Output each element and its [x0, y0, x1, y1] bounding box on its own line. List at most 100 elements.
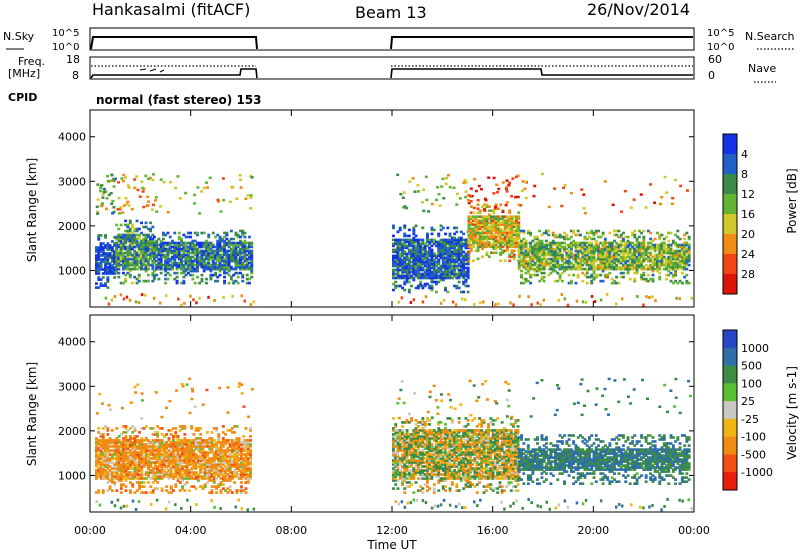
power-echo-cell	[628, 247, 632, 251]
power-echo-cell	[419, 258, 423, 262]
velocity-echo-cell	[181, 475, 184, 478]
velocity-echo-cell	[172, 489, 175, 492]
power-echo-cell	[446, 290, 450, 294]
power-echo-cell	[536, 241, 539, 245]
power-echo-cell	[567, 281, 571, 285]
power-echo-cell	[448, 246, 452, 250]
power-echo-cell	[231, 294, 234, 298]
power-echo-cell	[637, 249, 641, 253]
power-echo-cell	[232, 251, 236, 255]
velocity-echo-cell	[167, 445, 171, 448]
power-echo-cell	[485, 245, 489, 249]
velocity-echo-cell	[199, 475, 203, 478]
velocity-echo-cell	[156, 477, 160, 480]
velocity-echo-cell	[163, 453, 166, 456]
power-echo-cell	[462, 232, 466, 236]
power-echo-cell	[428, 268, 432, 272]
power-echo-cell	[126, 225, 130, 229]
power-echo-cell	[239, 229, 242, 233]
power-echo-cell	[610, 281, 614, 285]
power-echo-cell	[499, 245, 503, 249]
power-echo-cell	[549, 247, 553, 251]
power-echo-cell	[193, 243, 197, 247]
velocity-echo-cell	[192, 463, 196, 466]
power-echo-cell	[407, 238, 411, 242]
power-echo-cell	[105, 197, 109, 200]
power-echo-cell	[624, 241, 628, 245]
power-echo-cell	[124, 259, 128, 263]
power-echo-cell	[462, 254, 466, 258]
power-echo-cell	[644, 263, 648, 267]
power-echo-cell	[122, 247, 125, 251]
power-echo-cell	[157, 251, 161, 255]
power-echo-cell	[243, 255, 247, 259]
velocity-echo-cell	[142, 457, 146, 460]
power-echo-cell	[437, 232, 441, 236]
power-echo-cell	[553, 187, 557, 190]
power-echo-cell	[551, 265, 555, 269]
power-echo-cell	[104, 262, 107, 265]
power-echo-cell	[538, 249, 542, 253]
power-echo-cell	[142, 241, 146, 245]
power-echo-cell	[683, 251, 687, 255]
power-echo-cell	[113, 268, 117, 271]
velocity-echo-cell	[219, 481, 223, 484]
power-echo-cell	[466, 262, 470, 266]
velocity-echo-cell	[99, 457, 103, 460]
power-echo-cell	[662, 249, 666, 253]
power-echo-cell	[472, 211, 475, 214]
power-echo-cell	[168, 265, 172, 269]
power-echo-cell	[592, 271, 596, 275]
velocity-echo-cell	[115, 447, 119, 450]
power-echo-cell	[189, 255, 193, 259]
velocity-echo-cell	[199, 477, 203, 480]
power-echo-cell	[97, 238, 101, 241]
power-echo-cell	[476, 215, 480, 218]
power-echo-cell	[538, 241, 542, 245]
power-echo-cell	[660, 247, 664, 251]
power-echo-cell	[116, 208, 120, 211]
power-echo-cell	[439, 254, 443, 258]
power-echo-cell	[545, 229, 548, 233]
power-echo-cell	[168, 247, 172, 251]
power-echo-cell	[633, 255, 637, 259]
power-echo-cell	[642, 303, 645, 307]
power-echo-cell	[407, 242, 411, 246]
power-echo-cell	[503, 223, 507, 226]
power-echo-cell	[481, 205, 484, 208]
velocity-echo-cell	[124, 467, 128, 470]
velocity-echo-cell	[210, 489, 214, 492]
power-echo-cell	[669, 249, 673, 253]
power-echo-cell	[619, 251, 623, 255]
power-echo-cell	[515, 237, 518, 241]
power-echo-cell	[229, 237, 233, 241]
power-echo-cell	[517, 243, 521, 247]
power-echo-cell	[506, 227, 509, 230]
power-echo-cell	[531, 251, 535, 255]
power-echo-cell	[536, 243, 539, 247]
velocity-echo-cell	[215, 457, 218, 460]
power-echo-cell	[457, 250, 461, 254]
power-echo-cell	[656, 259, 659, 263]
power-echo-cell	[412, 252, 416, 256]
velocity-echo-cell	[178, 473, 182, 476]
velocity-echo-cell	[135, 465, 139, 468]
power-echo-cell	[515, 223, 518, 226]
power-echo-cell	[583, 253, 587, 257]
power-echo-cell	[432, 272, 436, 276]
power-echo-cell	[110, 264, 114, 267]
power-echo-cell	[637, 247, 641, 251]
power-echo-cell	[459, 266, 463, 270]
power-echo-cell	[144, 174, 148, 178]
power-echo-cell	[99, 186, 103, 190]
power-echo-cell	[430, 228, 434, 232]
power-echo-cell	[205, 251, 208, 255]
power-echo-cell	[218, 237, 222, 241]
velocity-echo-cell	[95, 471, 98, 474]
power-echo-cell	[234, 259, 238, 263]
power-echo-cell	[131, 247, 134, 251]
power-echo-cell	[95, 270, 98, 273]
power-echo-cell	[446, 256, 450, 260]
power-echo-cell	[467, 215, 471, 218]
power-echo-cell	[556, 253, 560, 257]
